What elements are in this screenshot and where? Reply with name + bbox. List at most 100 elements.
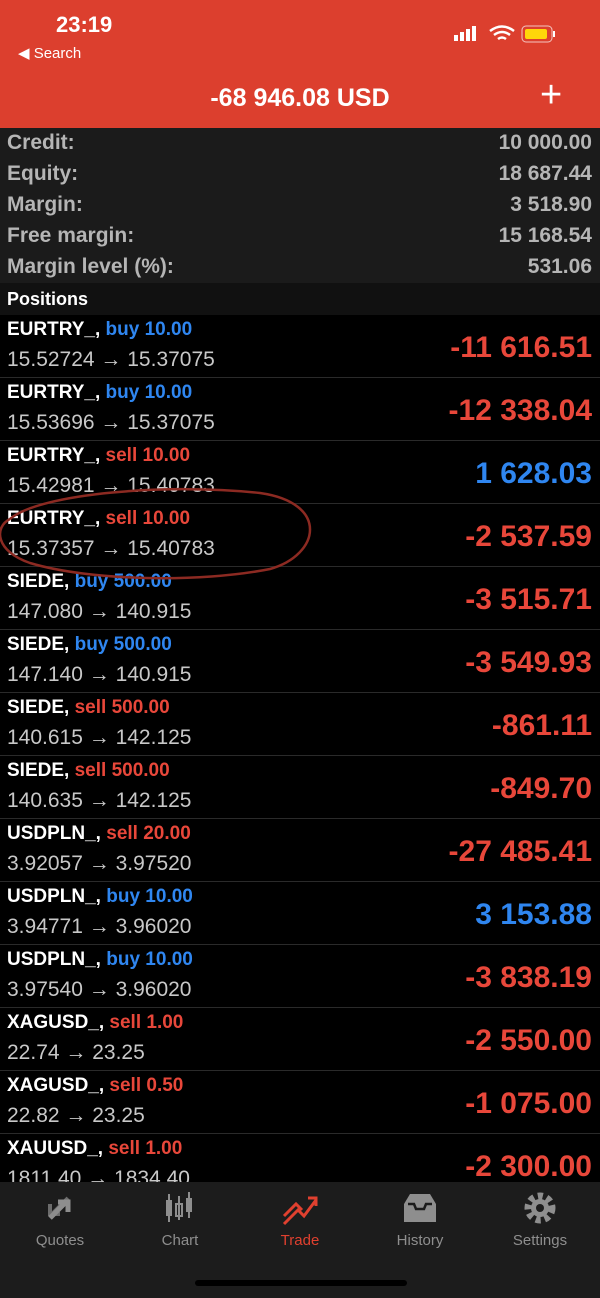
profit: -861.11 [491, 709, 592, 742]
position-row[interactable]: SIEDE, sell 500.00 140.615 → 142.125 -861.… [0, 693, 600, 756]
prices: 147.140 → 140.915 [7, 663, 192, 686]
profit: -2 537.59 [465, 520, 592, 553]
position-row[interactable]: SIEDE, sell 500.00 140.635 → 142.125 -849.… [0, 756, 600, 819]
symbol: XAGUSD_, [7, 1075, 105, 1096]
order: sell 500.00 [74, 697, 170, 718]
tab-bar: Quotes Chart Trade History Settings [0, 1182, 600, 1298]
profit: -1 075.00 [465, 1087, 592, 1120]
position-title: USDPLN_, buy 10.00 [7, 949, 193, 971]
summary-value: 15 168.54 [498, 224, 592, 247]
order: buy 10.00 [106, 949, 193, 970]
symbol: EURTRY_, [7, 445, 101, 466]
status-icons [454, 25, 555, 43]
profit: -2 300.00 [465, 1150, 592, 1182]
tab-label: Settings [512, 1232, 568, 1249]
profit: -12 338.04 [448, 394, 592, 427]
position-title: XAGUSD_, sell 0.50 [7, 1075, 183, 1097]
symbol: USDPLN_, [7, 823, 101, 844]
tab[interactable]: History [360, 1182, 480, 1262]
summary-label: Margin level (%): [7, 255, 174, 278]
profit: 3 153.88 [475, 898, 592, 931]
position-title: EURTRY_, sell 10.00 [7, 508, 190, 530]
symbol: SIEDE, [7, 697, 70, 718]
symbol: EURTRY_, [7, 382, 101, 403]
position-row[interactable]: XAGUSD_, sell 1.00 22.74 → 23.25 -2 550.00 [0, 1008, 600, 1071]
add-button[interactable]: + [540, 74, 563, 116]
tab-icon [282, 1196, 318, 1226]
tab[interactable]: Chart [120, 1182, 240, 1262]
position-row[interactable]: EURTRY_, buy 10.00 15.52724 → 15.37075 -11… [0, 315, 600, 378]
position-row[interactable]: EURTRY_, sell 10.00 15.42981 → 15.40783 1 … [0, 441, 600, 504]
position-row[interactable]: USDPLN_, buy 10.00 3.94771 → 3.96020 3 153… [0, 882, 600, 945]
positions-header: Positions [0, 283, 600, 315]
position-row[interactable]: XAUUSD_, sell 1.00 1811.40 → 1834.40 -2 30… [0, 1134, 600, 1182]
tab[interactable]: Trade [240, 1182, 360, 1262]
order: sell 500.00 [74, 760, 170, 781]
profit: -849.70 [490, 772, 592, 805]
summary-label: Credit: [7, 131, 75, 154]
symbol: SIEDE, [7, 760, 70, 781]
summary-label: Free margin: [7, 224, 135, 247]
position-title: EURTRY_, buy 10.00 [7, 319, 192, 341]
position-title: XAGUSD_, sell 1.00 [7, 1012, 183, 1034]
profit: -3 549.93 [465, 646, 592, 679]
tab-icon [524, 1192, 556, 1224]
balance-title: -68 946.08 USD [210, 84, 390, 112]
prices: 22.74 → 23.25 [7, 1041, 145, 1064]
summary-row: Credit: 10 000.00 [0, 128, 600, 159]
prices: 15.53696 → 15.37075 [7, 411, 215, 434]
order: sell 0.50 [109, 1075, 184, 1096]
summary-row: Equity: 18 687.44 [0, 159, 600, 190]
summary-label: Equity: [7, 162, 79, 185]
order: buy 10.00 [105, 382, 193, 403]
symbol: SIEDE, [7, 571, 70, 592]
summary-value: 10 000.00 [498, 131, 592, 154]
summary-value: 531.06 [527, 255, 592, 278]
clock: 23:19 [56, 12, 113, 37]
profit: -3 515.71 [465, 583, 592, 616]
profit: 1 628.03 [475, 457, 592, 490]
position-row[interactable]: XAGUSD_, sell 0.50 22.82 → 23.25 -1 075.00 [0, 1071, 600, 1134]
position-title: SIEDE, buy 500.00 [7, 634, 172, 656]
positions-list: EURTRY_, buy 10.00 15.52724 → 15.37075 -11… [0, 315, 600, 1182]
symbol: USDPLN_, [7, 886, 101, 907]
section-title: Positions [7, 289, 89, 309]
prices: 22.82 → 23.25 [7, 1104, 145, 1127]
prices: 15.42981 → 15.40783 [7, 474, 215, 497]
symbol: EURTRY_, [7, 508, 101, 529]
prices: 3.94771 → 3.96020 [7, 915, 192, 938]
prices: 140.615 → 142.125 [7, 726, 192, 749]
back-link[interactable]: ◀ Search [18, 45, 82, 62]
tab[interactable]: Settings [480, 1182, 600, 1262]
symbol: SIEDE, [7, 634, 70, 655]
position-row[interactable]: SIEDE, buy 500.00 147.080 → 140.915 -3 515… [0, 567, 600, 630]
position-row[interactable]: USDPLN_, sell 20.00 3.92057 → 3.97520 -27 … [0, 819, 600, 882]
order: buy 10.00 [106, 886, 193, 907]
tab-label: History [396, 1232, 444, 1249]
profit: -2 550.00 [465, 1024, 592, 1057]
position-row[interactable]: SIEDE, buy 500.00 147.140 → 140.915 -3 549… [0, 630, 600, 693]
order: sell 1.00 [108, 1138, 183, 1159]
position-row[interactable]: EURTRY_, sell 10.00 15.37357 → 15.40783 -2… [0, 504, 600, 567]
tab-label: Quotes [35, 1232, 85, 1249]
header: 23:19 ◀ Search -68 946.08 USD + [0, 0, 600, 128]
home-indicator [195, 1280, 407, 1286]
order: sell 10.00 [105, 445, 191, 466]
position-title: EURTRY_, sell 10.00 [7, 445, 190, 467]
tab-icon [166, 1192, 192, 1222]
position-row[interactable]: USDPLN_, buy 10.00 3.97540 → 3.96020 -3 83… [0, 945, 600, 1008]
position-row[interactable]: EURTRY_, buy 10.00 15.53696 → 15.37075 -12… [0, 378, 600, 441]
summary-value: 18 687.44 [498, 162, 592, 185]
order: sell 20.00 [106, 823, 191, 844]
position-title: SIEDE, sell 500.00 [7, 760, 170, 782]
profit: -11 616.51 [450, 331, 592, 364]
tab[interactable]: Quotes [0, 1182, 120, 1262]
position-title: XAUUSD_, sell 1.00 [7, 1138, 182, 1160]
summary-label: Margin: [7, 193, 83, 216]
summary-row: Free margin: 15 168.54 [0, 221, 600, 252]
account-summary: Credit: 10 000.00 Equity: 18 687.44 Margin: 3… [0, 128, 600, 283]
tab-label: Chart [161, 1232, 199, 1249]
prices: 1811.40 → 1834.40 [7, 1167, 190, 1182]
summary-value: 3 518.90 [510, 193, 592, 216]
